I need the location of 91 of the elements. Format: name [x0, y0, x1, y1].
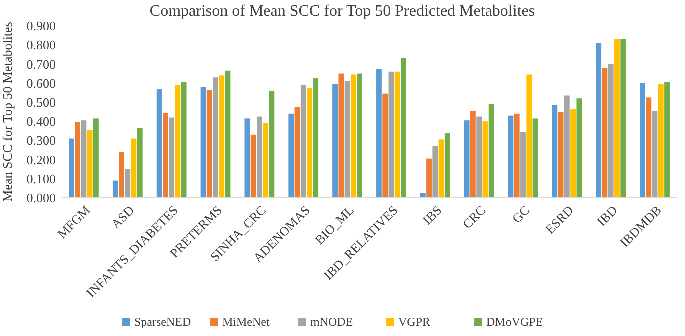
bar	[394, 72, 400, 198]
bar	[137, 128, 143, 198]
bar	[614, 39, 620, 198]
bar	[344, 81, 350, 198]
bar	[181, 82, 187, 198]
bar	[520, 132, 526, 198]
bar	[338, 74, 344, 198]
bar	[206, 90, 212, 198]
bar	[376, 69, 382, 198]
x-tick-label: CRC	[460, 202, 489, 232]
bar	[444, 133, 450, 198]
x-tick-label: IBS	[420, 202, 445, 228]
y-tick-label: 0.900	[26, 18, 56, 34]
legend-label: MiMeNet	[222, 315, 270, 329]
x-tick-label: GC	[509, 202, 533, 226]
bar	[94, 118, 99, 198]
bar	[420, 193, 426, 198]
chart-title: Comparison of Mean SCC for Top 50 Predicted Metabolites	[150, 3, 536, 20]
bar	[112, 180, 118, 198]
bar	[438, 140, 444, 198]
bar	[81, 120, 87, 198]
bar	[256, 116, 262, 198]
bar	[646, 98, 652, 198]
x-tick-label: IBD	[594, 202, 620, 230]
bar	[244, 118, 250, 198]
bar	[163, 112, 168, 198]
bar	[225, 70, 231, 198]
bar	[482, 122, 488, 198]
legend-label: VGPR	[398, 315, 431, 329]
bar	[664, 82, 670, 198]
bar	[357, 74, 362, 198]
bar	[640, 83, 646, 198]
y-tick-label: 0.300	[26, 133, 56, 148]
bar	[658, 84, 664, 198]
legend-label: mNODE	[310, 315, 354, 329]
bar	[125, 169, 131, 198]
bar	[213, 78, 218, 198]
bar	[288, 114, 294, 198]
bar	[75, 122, 81, 198]
bar	[558, 112, 564, 198]
bar	[532, 118, 538, 198]
bar	[514, 114, 520, 198]
bar	[508, 116, 514, 198]
bar	[219, 76, 225, 198]
bar	[131, 138, 137, 198]
bar	[313, 78, 319, 198]
bar	[69, 138, 74, 198]
y-tick-label: 0.100	[26, 171, 56, 186]
bar	[470, 111, 476, 198]
y-tick-label: 0.400	[26, 114, 56, 130]
bar	[620, 39, 626, 198]
bar	[401, 58, 406, 198]
bar	[564, 96, 570, 198]
y-tick-label: 0.800	[26, 38, 56, 53]
bar	[476, 116, 482, 198]
bar	[332, 84, 338, 198]
bar	[382, 94, 388, 198]
y-axis-title: Mean SCC for Top 50 Metabolites	[0, 22, 15, 202]
bar	[570, 109, 576, 198]
bar	[388, 72, 394, 198]
bar	[608, 64, 614, 198]
bar	[200, 87, 206, 198]
bar	[488, 104, 494, 198]
y-tick-label: 0.700	[26, 56, 56, 72]
bar	[350, 74, 356, 198]
legend-label: SparseNED	[134, 315, 192, 329]
bar	[652, 111, 658, 198]
y-tick-label: 0.200	[26, 152, 56, 168]
bar	[156, 89, 162, 198]
bar	[432, 146, 438, 198]
bar	[426, 158, 432, 198]
y-tick-label: 0.500	[26, 94, 56, 110]
bar	[294, 107, 300, 198]
legend-label: DMoVGPE	[486, 315, 544, 329]
bar	[119, 152, 124, 198]
bar	[576, 98, 582, 198]
bar	[269, 90, 275, 198]
y-tick-label: 0.600	[26, 76, 56, 91]
bar	[602, 68, 608, 198]
bar	[87, 130, 93, 198]
y-tick-label: 0.000	[26, 190, 56, 206]
bar	[552, 105, 558, 198]
bar	[263, 123, 268, 198]
bar	[464, 120, 470, 198]
bar	[300, 85, 306, 198]
bar	[175, 85, 181, 198]
bar	[307, 88, 312, 198]
bar	[526, 74, 532, 198]
bar	[596, 43, 602, 198]
bar	[169, 118, 175, 198]
bar	[250, 134, 256, 198]
